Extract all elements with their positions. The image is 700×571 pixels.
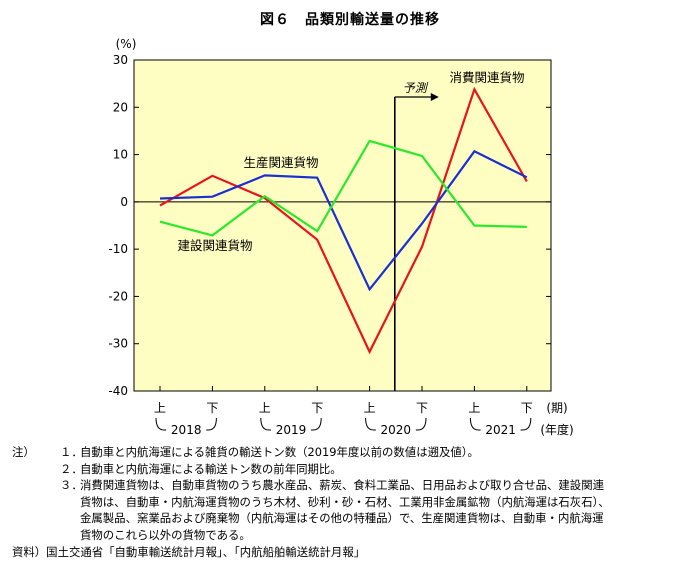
chart-title: 図６ 品類別輸送量の推移 bbox=[260, 12, 440, 28]
x-tick-label: 下 bbox=[206, 401, 218, 415]
y-tick-label: 10 bbox=[113, 148, 128, 162]
note-2-text: 自動車と内航海運による輸送トン数の前年同期比。 bbox=[80, 461, 342, 476]
series-label-2: 生産関連貨物 bbox=[243, 155, 318, 170]
y-tick-label: -10 bbox=[108, 242, 128, 256]
forecast-arrow-head bbox=[430, 93, 439, 101]
year-label-bg bbox=[271, 423, 311, 437]
x-tick-label: 下 bbox=[521, 401, 533, 415]
year-label: 2019 bbox=[276, 423, 307, 437]
line-chart: 30 20 10 0 -10 -20 -30 -40 (%) 上 下 上 下 上 下 上 下 (期) 2018 201… bbox=[108, 37, 574, 437]
year-label-bg bbox=[480, 423, 521, 437]
x-tick-label: 下 bbox=[311, 401, 323, 415]
series-label-3: 建設関連貨物 bbox=[177, 238, 252, 253]
x-tick-label: 上 bbox=[468, 401, 480, 415]
y-tick-label: 20 bbox=[113, 100, 128, 114]
note-3-line-1: 消費関連貨物は、自動車貨物のうち農水産品、薪炭、食料工業品、日用品および取り合せ… bbox=[80, 478, 604, 493]
year-label-bg bbox=[375, 423, 416, 437]
y-axis-unit: (%) bbox=[116, 37, 137, 51]
y-tick-label: -30 bbox=[108, 337, 128, 351]
note-3-cont-1: 貨物は、自動車・内航海運貨物のうち木材、砂利・砂・石材、工業用非金属鉱物（内航海… bbox=[12, 494, 610, 511]
note-2-number: ２． bbox=[60, 461, 83, 476]
y-tick-label: -40 bbox=[108, 384, 128, 398]
series-line-1 bbox=[159, 86, 528, 355]
note-3-cont-2: 金属製品、窯業品および廃棄物（内航海運はその他の特種品）で、生産関連貨物は、自動… bbox=[12, 510, 610, 527]
forecast-label: 予測 bbox=[403, 81, 429, 95]
notes: 注） １． 自動車と内航海運による雑貨の輸送トン数（2019年度以前の数値は遡及… bbox=[12, 444, 610, 560]
y-tick-label: 30 bbox=[113, 53, 128, 67]
note-1-text: 自動車と内航海運による雑貨の輸送トン数（2019年度以前の数値は遡及値）。 bbox=[80, 445, 479, 459]
note-3-line-2: 貨物は、自動車・内航海運貨物のうち木材、砂利・砂・石材、工業用非金属鉱物（内航海… bbox=[80, 494, 610, 509]
x-axis-unit-half: (期) bbox=[546, 401, 567, 415]
note-2: ２． 自動車と内航海運による輸送トン数の前年同期比。 bbox=[12, 461, 610, 478]
x-axis-unit-year: (年度) bbox=[540, 422, 573, 437]
note-1: 注） １． 自動車と内航海運による雑貨の輸送トン数（2019年度以前の数値は遡及… bbox=[12, 444, 610, 461]
x-tick-label: 下 bbox=[416, 401, 428, 415]
notes-label: 注） bbox=[12, 445, 35, 459]
series-label-1: 消費関連貨物 bbox=[449, 70, 524, 85]
note-3-number: ３． bbox=[60, 478, 83, 493]
y-tick-label: 0 bbox=[120, 195, 128, 209]
y-tick-label: -20 bbox=[108, 289, 128, 303]
year-label: 2020 bbox=[381, 423, 412, 437]
year-label: 2018 bbox=[171, 423, 202, 437]
note-3-cont-3: 貨物のこれら以外の貨物である。 bbox=[12, 527, 610, 544]
year-label-bg bbox=[166, 423, 207, 437]
x-tick-label: 上 bbox=[154, 401, 166, 415]
year-label: 2021 bbox=[485, 423, 516, 437]
x-tick-label: 上 bbox=[364, 401, 376, 415]
source-note: 資料）国土交通省「自動車輸送統計月報」、「内航船舶輸送統計月報」 bbox=[12, 544, 366, 559]
note-3: ３． 消費関連貨物は、自動車貨物のうち農水産品、薪炭、食料工業品、日用品および取… bbox=[12, 477, 610, 494]
series-line-3 bbox=[159, 139, 527, 237]
note-1-number: １． bbox=[60, 445, 83, 459]
note-3-line-4: 貨物のこれら以外の貨物である。 bbox=[80, 527, 251, 542]
series-line-2 bbox=[159, 149, 528, 292]
note-3-line-3: 金属製品、窯業品および廃棄物（内航海運はその他の特種品）で、生産関連貨物は、自動… bbox=[80, 511, 604, 526]
x-tick-label: 上 bbox=[259, 401, 271, 415]
